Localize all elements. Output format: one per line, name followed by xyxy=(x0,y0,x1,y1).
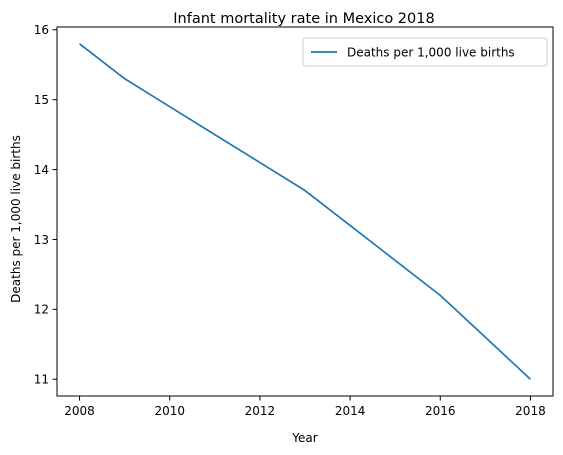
legend-label: Deaths per 1,000 live births xyxy=(347,46,515,60)
x-tick-label: 2018 xyxy=(515,404,546,418)
y-tick-label: 12 xyxy=(34,303,49,317)
x-axis-label: Year xyxy=(291,431,317,445)
x-tick-label: 2014 xyxy=(335,404,366,418)
x-tick-label: 2008 xyxy=(64,404,95,418)
y-tick-label: 14 xyxy=(34,163,49,177)
legend: Deaths per 1,000 live births xyxy=(302,37,548,67)
chart-title: Infant mortality rate in Mexico 2018 xyxy=(173,11,434,27)
legend-box xyxy=(302,37,548,67)
x-tick-label: 2012 xyxy=(245,404,276,418)
y-tick-label: 11 xyxy=(34,373,49,387)
y-tick-label: 15 xyxy=(34,93,49,107)
series-layer xyxy=(79,43,532,380)
x-axis: 2008 2010 2012 2014 2016 2018 xyxy=(64,396,546,418)
y-tick-label: 13 xyxy=(34,233,49,247)
x-tick-label: 2010 xyxy=(154,404,185,418)
y-tick-label: 16 xyxy=(34,23,49,37)
series-line xyxy=(79,43,532,380)
x-tick-label: 2016 xyxy=(425,404,456,418)
y-axis-label: Deaths per 1,000 live births xyxy=(9,135,23,303)
y-axis: 11 12 13 14 15 16 xyxy=(34,23,57,387)
